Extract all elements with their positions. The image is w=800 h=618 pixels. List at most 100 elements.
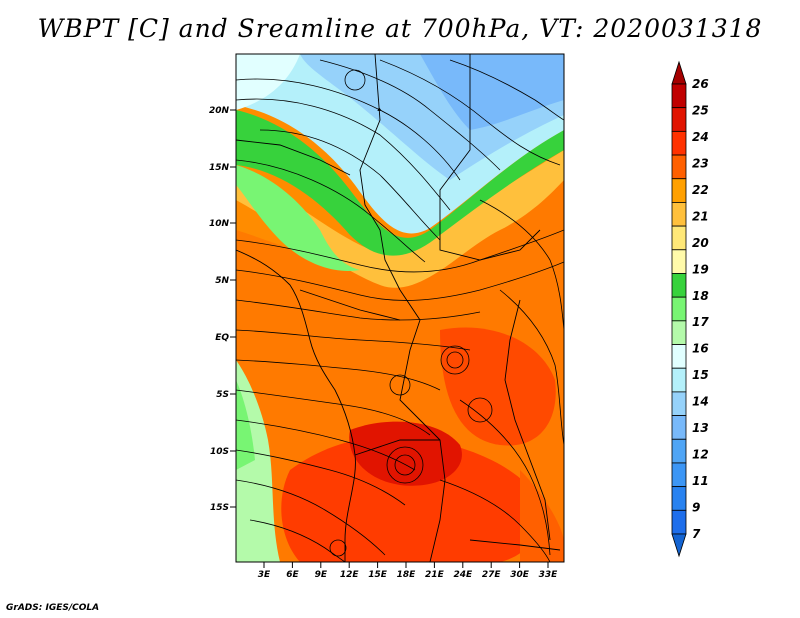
field-coast-green <box>236 380 255 470</box>
vortex <box>440 345 470 375</box>
colorbar-label: 15 <box>692 368 709 382</box>
colorbar-box <box>671 202 687 227</box>
colorbar-box <box>671 225 687 251</box>
colorbar-label: 9 <box>692 501 700 515</box>
colorbar-label: 26 <box>692 77 709 91</box>
field-red-core-south <box>281 436 541 562</box>
streamline <box>439 479 551 562</box>
colorbar-box <box>671 415 687 440</box>
lat-tick-label: EQ <box>215 333 229 343</box>
colorbar: 26 25 24 23 22 21 20 19 18 17 16 15 14 13 12 11 9 7 <box>671 60 709 558</box>
map-field <box>236 54 564 562</box>
colorbar-label: 12 <box>692 448 709 462</box>
credit-text: GrADS: IGES/COLA <box>6 603 100 613</box>
colorbar-label: 19 <box>692 262 709 276</box>
field-coast-light-green <box>236 360 280 562</box>
lon-tick-label: 30E <box>510 570 530 580</box>
streamline <box>236 329 471 351</box>
colorbar-label: 18 <box>692 289 709 303</box>
vortex <box>446 351 464 369</box>
colorbar-label: 7 <box>692 527 701 541</box>
streamlines <box>236 59 564 562</box>
vortex <box>386 446 424 484</box>
border <box>236 139 351 176</box>
streamline <box>236 389 431 436</box>
colorbar-label: 20 <box>692 236 709 250</box>
colorbar-label: 22 <box>692 183 709 197</box>
streamline <box>236 359 441 391</box>
colorbar-box <box>671 249 687 274</box>
field-light-green <box>236 165 360 271</box>
colorbar-label: 16 <box>692 342 709 356</box>
vortex <box>329 539 347 557</box>
streamline <box>236 479 386 556</box>
field-deep-red-core <box>349 421 462 486</box>
latitude-axis: 20N 15N 10N 5N EQ 5S 10S 15S <box>209 106 236 513</box>
lon-tick-label: 18E <box>397 570 417 580</box>
colorbar-cap-bottom <box>671 533 687 558</box>
colorbar-label: 25 <box>692 103 709 117</box>
streamline <box>236 449 406 506</box>
lat-tick-label: 5N <box>215 276 229 286</box>
colorbar-box <box>671 83 687 109</box>
chart-title: WBPT [C] and Sreamline at 700hPa, VT: 20… <box>37 14 763 43</box>
colorbar-box <box>671 391 687 416</box>
field-se-tongue <box>520 470 564 562</box>
colorbar-box <box>671 273 687 298</box>
lat-tick-label: 20N <box>209 106 230 116</box>
streamline <box>236 299 481 321</box>
lon-tick-label: 3E <box>258 570 271 580</box>
lon-tick-label: 6E <box>286 570 299 580</box>
lon-tick-label: 24E <box>453 570 473 580</box>
border <box>354 439 440 456</box>
border <box>504 299 551 541</box>
colorbar-box <box>671 344 687 369</box>
colorbar-box <box>671 154 687 180</box>
colorbar-label: 11 <box>692 474 709 488</box>
streamline <box>319 59 501 171</box>
streamline <box>236 159 426 263</box>
colorbar-box <box>671 509 687 535</box>
colorbar-box <box>671 320 687 345</box>
streamline <box>249 519 346 562</box>
streamline <box>479 199 564 331</box>
streamline <box>236 78 461 181</box>
border <box>359 54 401 291</box>
streamline <box>449 59 564 121</box>
colorbar-label: 17 <box>692 315 709 329</box>
colorbar-box <box>671 438 687 464</box>
lat-tick-label: 15S <box>210 503 229 513</box>
vortex <box>467 397 493 423</box>
lon-tick-label: 12E <box>340 570 360 580</box>
vortex <box>389 374 411 396</box>
streamline <box>236 98 451 211</box>
border <box>439 54 541 261</box>
colorbar-box <box>671 367 687 393</box>
lon-tick-label: 21E <box>425 570 445 580</box>
longitude-axis: 3E 6E 9E 12E 15E 18E 21E 24E 27E 30E 33E <box>258 562 558 580</box>
colorbar-box <box>671 130 687 156</box>
colorbar-label: 24 <box>692 130 709 144</box>
lon-tick-label: 27E <box>482 570 502 580</box>
map-frame <box>235 53 565 563</box>
field-nw-patch <box>236 54 300 110</box>
vortex <box>344 69 366 91</box>
border <box>469 539 561 551</box>
border <box>236 249 356 562</box>
colorbar-label: 21 <box>692 209 709 223</box>
lat-tick-label: 10S <box>210 447 229 457</box>
streamline <box>236 261 564 301</box>
field-coolest-ne <box>420 54 564 130</box>
colorbar-cap-top <box>671 60 687 85</box>
colorbar-box <box>671 107 687 132</box>
lon-tick-label: 15E <box>368 570 388 580</box>
field-green-band <box>236 110 564 256</box>
border <box>399 289 446 562</box>
streamline <box>236 419 416 471</box>
streamline <box>379 59 561 166</box>
colorbar-box <box>671 486 687 511</box>
colorbar-box <box>671 296 687 322</box>
colorbar-box <box>671 462 687 488</box>
streamline <box>259 129 441 241</box>
